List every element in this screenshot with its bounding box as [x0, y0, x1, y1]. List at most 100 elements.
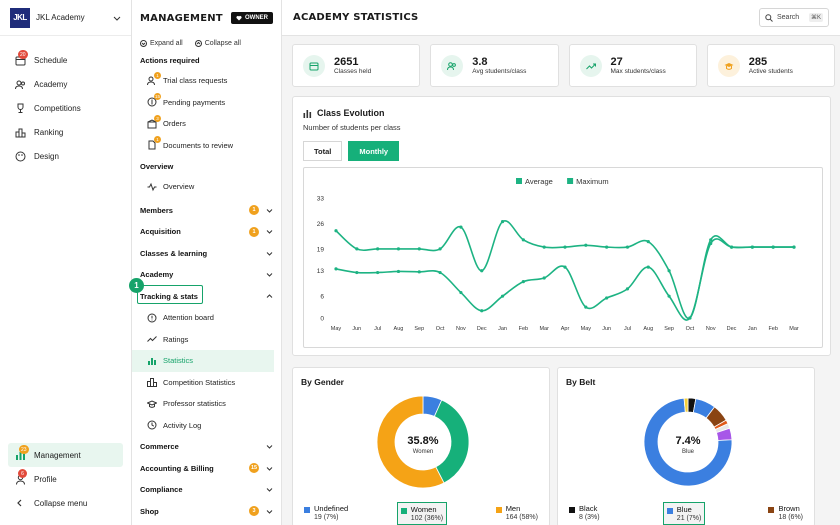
profile-badge: 6 [18, 469, 27, 478]
heart-icon [236, 15, 242, 21]
legend-item-men[interactable]: Men 164 (58%) [493, 502, 541, 525]
data-point[interactable] [584, 243, 588, 247]
group-academy[interactable]: Academy [132, 264, 281, 286]
data-point[interactable] [396, 247, 401, 251]
chevron-down-icon [265, 228, 273, 236]
data-point[interactable] [480, 309, 484, 313]
data-point[interactable] [521, 280, 525, 284]
data-point[interactable] [417, 247, 421, 251]
sidebar-item-ratings[interactable]: Ratings [132, 329, 281, 351]
data-point[interactable] [667, 269, 671, 273]
sidebar-item-overview[interactable]: Overview [132, 176, 281, 198]
data-point[interactable] [500, 294, 505, 298]
nav-schedule[interactable]: 20 Schedule [0, 48, 131, 72]
data-point[interactable] [646, 240, 650, 244]
data-point[interactable] [480, 269, 484, 273]
sidebar-item-activity-log[interactable]: Activity Log [132, 415, 281, 437]
nav-label: Design [34, 151, 59, 161]
data-point[interactable] [521, 238, 525, 242]
donut-slice-men[interactable] [376, 395, 445, 489]
nav-label: Collapse menu [34, 498, 88, 508]
group-commerce[interactable]: Commerce [132, 436, 281, 458]
nav-management[interactable]: 23 Management [8, 443, 123, 467]
group-compliance[interactable]: Compliance [132, 479, 281, 501]
x-tick-label: Jul [624, 326, 631, 332]
collapse-menu-button[interactable]: Collapse menu [0, 491, 131, 515]
data-point[interactable] [667, 294, 671, 298]
data-point[interactable] [459, 290, 463, 295]
donut-slice[interactable] [683, 397, 689, 413]
academy-name: JKL Academy [36, 13, 85, 22]
group-tracking-stats[interactable]: Tracking & stats [132, 286, 281, 308]
group-shop[interactable]: Shop 3 [132, 501, 281, 523]
data-point[interactable] [334, 267, 338, 271]
data-point[interactable] [438, 270, 442, 275]
data-point[interactable] [688, 316, 692, 320]
data-point[interactable] [500, 220, 505, 224]
data-point[interactable] [709, 238, 713, 242]
sidebar-item-trial-class-requests[interactable]: 1 Trial class requests [132, 70, 281, 92]
data-point[interactable] [584, 305, 588, 309]
sidebar-item-statistics[interactable]: Statistics [132, 350, 274, 372]
data-point[interactable] [417, 270, 421, 274]
donut-slice-women[interactable] [433, 399, 470, 484]
data-point[interactable] [625, 245, 630, 249]
nav-design[interactable]: Design [0, 144, 131, 168]
data-point[interactable] [542, 245, 546, 249]
data-point[interactable] [729, 245, 734, 249]
nav-profile[interactable]: 6 Profile [0, 467, 131, 491]
data-point[interactable] [355, 270, 359, 275]
legend-item-women[interactable]: Women 102 (36%) [396, 502, 448, 525]
data-point[interactable] [334, 229, 338, 233]
collapse-all-button[interactable]: Collapse all [194, 39, 241, 47]
legend-item-brown[interactable]: Brown 18 (6%) [765, 502, 806, 525]
group-classes-learning[interactable]: Classes & learning [132, 243, 281, 265]
sidebar-item-documents-to-review[interactable]: 1 Documents to review [132, 135, 281, 157]
data-point[interactable] [438, 247, 442, 251]
search-button[interactable]: Search ⌘K [759, 8, 829, 27]
nav-academy[interactable]: Academy [0, 72, 131, 96]
users-icon [441, 54, 464, 77]
academy-switcher[interactable]: JKL JKL Academy [0, 0, 131, 36]
nav-competitions[interactable]: Competitions [0, 96, 131, 120]
data-point[interactable] [625, 287, 630, 291]
chevron-up-icon [265, 292, 273, 300]
legend-item-undefined[interactable]: Undefined 19 (7%) [301, 502, 351, 525]
group-members[interactable]: Members 1 [132, 200, 281, 222]
line-chart: Average Maximum 0 6 13 19 26 33 May Jun Jul Aug Sep O… [317, 177, 799, 332]
group-accounting-billing[interactable]: Accounting & Billing 15 [132, 458, 281, 480]
data-point[interactable] [459, 225, 463, 229]
legend-item-black[interactable]: Black 8 (3%) [566, 502, 603, 525]
data-point[interactable] [563, 265, 567, 269]
sidebar-item-orders[interactable]: 3 Orders [132, 113, 281, 135]
tab-total[interactable]: Total [303, 141, 343, 161]
donut-slice[interactable] [643, 397, 733, 487]
data-point[interactable] [605, 296, 609, 300]
search-shortcut: ⌘K [808, 13, 823, 22]
sidebar-item-pending-payments[interactable]: 15 Pending payments [132, 92, 281, 114]
data-point[interactable] [542, 276, 546, 280]
data-point[interactable] [605, 245, 609, 249]
sidebar-item-competition-statistics[interactable]: Competition Statistics [132, 372, 281, 394]
data-point[interactable] [771, 245, 775, 249]
legend-swatch[interactable] [516, 178, 522, 184]
nav-label: Profile [34, 474, 57, 484]
sidebar-item-professor-statistics[interactable]: Professor statistics [132, 393, 281, 415]
nav-label: Competitions [34, 103, 81, 113]
sidebar-item-attention-board[interactable]: Attention board [132, 307, 281, 329]
nav-ranking[interactable]: Ranking [0, 120, 131, 144]
data-point[interactable] [355, 247, 359, 251]
data-point[interactable] [646, 265, 650, 269]
tab-monthly[interactable]: Monthly [348, 141, 400, 161]
legend-swatch[interactable] [567, 178, 574, 184]
expand-all-button[interactable]: Expand all [140, 39, 183, 47]
data-point[interactable] [792, 245, 796, 249]
data-point[interactable] [750, 245, 754, 249]
legend-item-blue[interactable]: Blue 21 (7%) [662, 502, 706, 525]
data-point[interactable] [396, 269, 401, 274]
data-point[interactable] [376, 270, 380, 275]
data-point[interactable] [376, 247, 380, 251]
group-acquisition[interactable]: Acquisition 1 [132, 221, 281, 243]
data-point[interactable] [563, 245, 567, 249]
tracking-stats-highlight [137, 285, 203, 304]
